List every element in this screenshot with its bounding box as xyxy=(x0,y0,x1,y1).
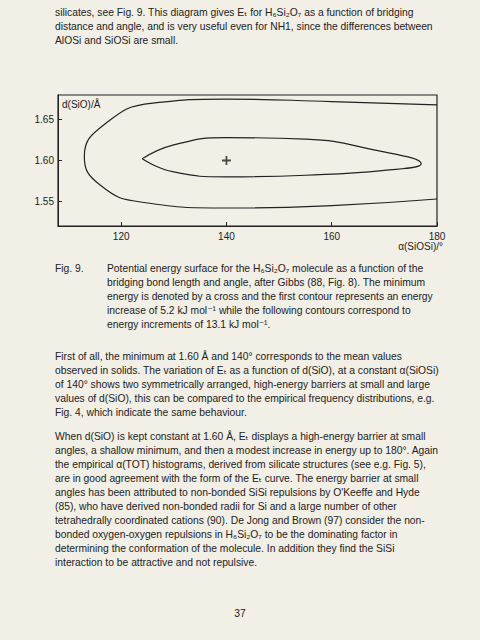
html-text:First of all, the minimum at 1: First of all, the minimum at 1.60 Å and … xyxy=(55,351,439,418)
svg-text:α(SiOSi)/°: α(SiOSi)/° xyxy=(398,241,443,252)
svg-text:1.60: 1.60 xyxy=(35,155,55,166)
svg-text:d(SiO)/Å: d(SiO)/Å xyxy=(62,98,101,110)
svg-text:120: 120 xyxy=(113,231,130,242)
html-text:Potential energy surface for t: Potential energy surface for the H₆Si₂O₇… xyxy=(107,263,433,330)
html-text:silicates, see Fig. 9. This di: silicates, see Fig. 9. This diagram give… xyxy=(55,7,433,46)
svg-text:1.55: 1.55 xyxy=(35,196,55,207)
svg-text:180: 180 xyxy=(429,231,446,242)
svg-text:160: 160 xyxy=(323,231,340,242)
html-text:When d(SiO) is kept constant a: When d(SiO) is kept constant at 1.60 Å, … xyxy=(55,431,438,568)
svg-text:140: 140 xyxy=(218,231,235,242)
html-text:Fig. 9.: Fig. 9. xyxy=(55,263,84,274)
html-text:37: 37 xyxy=(234,608,246,619)
svg-text:1.65: 1.65 xyxy=(35,114,55,125)
